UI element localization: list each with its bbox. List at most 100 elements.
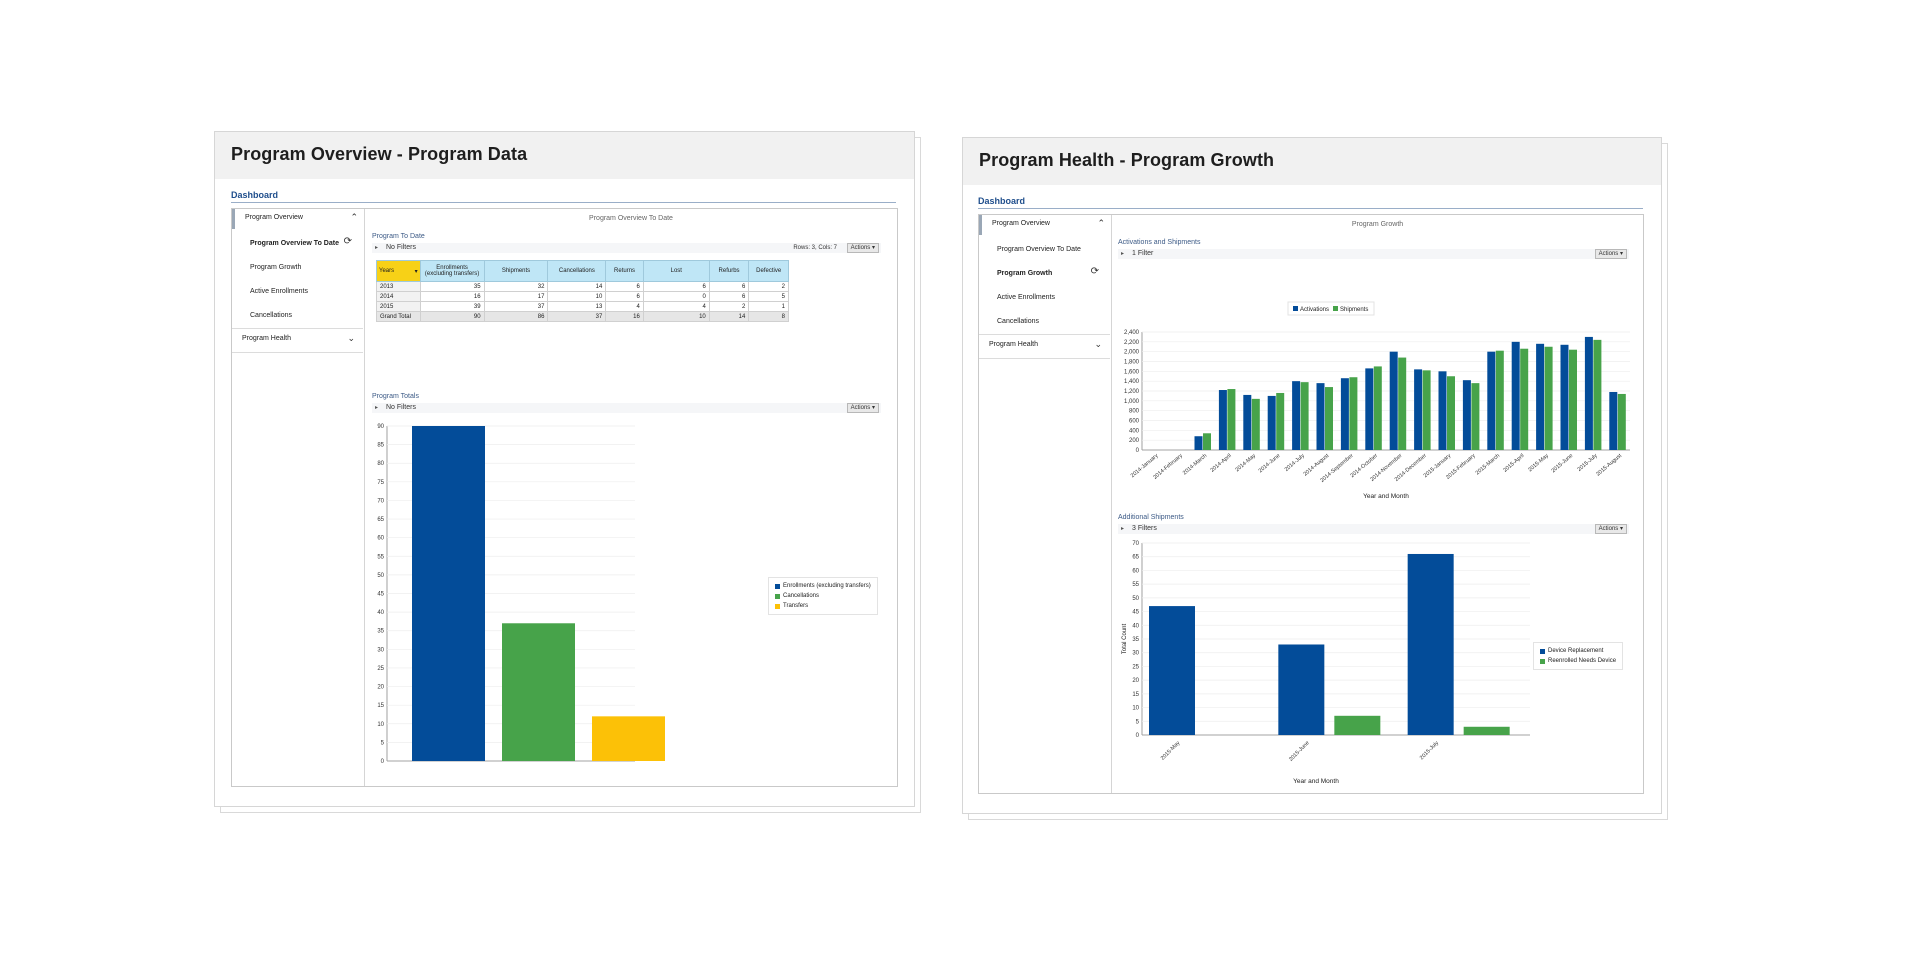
- y-tick-label: 2,200: [1124, 340, 1140, 346]
- sidebar-item-program-overview-to-date[interactable]: Program Overview To Date: [250, 240, 339, 247]
- legend-label: Enrollments (excluding transfers): [783, 583, 871, 589]
- dashboard-link[interactable]: Dashboard: [231, 190, 279, 200]
- sidebar-item-program-overview-to-date[interactable]: Program Overview To Date: [997, 246, 1081, 253]
- filter-bar[interactable]: ▸ 1 Filter Actions ▾: [1118, 249, 1629, 259]
- x-tick-label: 2014-April: [1210, 453, 1233, 474]
- column-header-defective[interactable]: Defective: [748, 260, 789, 282]
- column-header-enrollments[interactable]: Enrollments (excluding transfers): [419, 260, 485, 282]
- legend-label: Shipments: [1340, 307, 1368, 313]
- dashboard-divider: [231, 202, 896, 203]
- filter-bar[interactable]: ▸ No Filters Rows: 3, Cols: 7 Actions ▾: [372, 243, 881, 253]
- table-cell: 10: [642, 311, 710, 322]
- y-axis-title: Total Count: [1122, 623, 1128, 654]
- x-tick-label: 2015-June: [1551, 453, 1575, 474]
- actions-button[interactable]: Actions ▾: [1594, 249, 1627, 259]
- bar: [1340, 378, 1349, 450]
- bar: [1511, 341, 1520, 450]
- bar: [1520, 348, 1529, 450]
- table-cell: 14: [708, 311, 750, 322]
- filter-bar[interactable]: ▸ 3 Filters Actions ▾: [1118, 524, 1629, 534]
- sidebar-section-program-overview[interactable]: Program Overview ⌃: [979, 215, 1113, 235]
- sidebar-item-active-enrollments[interactable]: Active Enrollments: [250, 288, 308, 295]
- bar: [1462, 380, 1471, 450]
- table-cell: 6: [708, 281, 750, 292]
- chevron-down-icon[interactable]: ⌄: [347, 333, 355, 343]
- table-cell: 6: [642, 281, 710, 292]
- column-header-cancellations[interactable]: Cancellations: [547, 260, 607, 282]
- sidebar-item-program-growth[interactable]: Program Growth: [250, 264, 302, 271]
- sidebar-item-active-enrollments[interactable]: Active Enrollments: [997, 294, 1055, 301]
- column-header-lost[interactable]: Lost: [642, 260, 710, 282]
- bar: [1243, 394, 1252, 450]
- grand-total-row: Grand Total 90 86 37 16 10 14 8: [376, 311, 789, 322]
- refresh-icon[interactable]: ⟳: [1090, 266, 1099, 277]
- y-tick-label: 1,000: [1124, 399, 1140, 405]
- table-cell: 37: [547, 311, 607, 322]
- sidebar-section-program-health[interactable]: Program Health ⌄: [979, 336, 1110, 356]
- actions-label: Actions: [850, 245, 871, 251]
- program-totals-chart: 0 5 10 15 20 25 30 35 40 45 50 55 60 65 70 75 80 85 90: [377, 424, 665, 765]
- table-cell: 2013: [376, 281, 421, 292]
- actions-button[interactable]: Actions ▾: [846, 243, 879, 253]
- bar: [1471, 383, 1480, 450]
- bar: [1227, 389, 1236, 450]
- x-tick-label: 2015-August: [1595, 453, 1623, 478]
- table-cell: 13: [547, 301, 607, 312]
- sidebar-item-program-growth[interactable]: Program Growth: [997, 270, 1053, 277]
- main-panel: Program Overview To Date Program To Date…: [365, 209, 897, 786]
- expand-arrow-icon[interactable]: ▸: [1121, 251, 1125, 257]
- y-tick-label: 70: [1132, 541, 1139, 547]
- y-tick-label: 90: [377, 424, 384, 430]
- chart-legend: Device Replacement Reenrolled Needs Devi…: [1533, 642, 1624, 670]
- panel-title: Program Growth: [1351, 221, 1404, 228]
- y-tick-label: 15: [377, 703, 384, 709]
- actions-button[interactable]: Actions ▾: [1594, 524, 1627, 534]
- table-cell: 2014: [376, 291, 421, 302]
- bar: [1389, 351, 1398, 450]
- card-header: Program Overview - Program Data: [215, 132, 914, 179]
- expand-arrow-icon[interactable]: ▸: [1121, 526, 1125, 532]
- refresh-icon[interactable]: ⟳: [343, 236, 352, 247]
- y-tick-label: 0: [381, 759, 385, 765]
- expand-arrow-icon[interactable]: ▸: [375, 245, 379, 251]
- column-header-returns[interactable]: Returns: [605, 260, 644, 282]
- y-tick-label: 35: [1132, 637, 1139, 643]
- table-header-row: Years ▾ Enrollments (excluding transfers…: [376, 260, 789, 282]
- y-tick-label: 1,800: [1124, 360, 1140, 366]
- rows-cols-count: Rows: 3, Cols: 7: [793, 245, 837, 251]
- table-row: 2013 35 32 14 6 6 6 2: [376, 281, 789, 292]
- column-header-years[interactable]: Years ▾: [376, 260, 421, 282]
- bar: [1373, 366, 1382, 450]
- bar: [502, 623, 575, 761]
- actions-label: Actions: [850, 405, 871, 411]
- sidebar-section-program-overview[interactable]: Program Overview ⌃: [232, 209, 366, 229]
- column-header-shipments[interactable]: Shipments: [483, 260, 549, 282]
- chevron-up-icon[interactable]: ⌃: [350, 212, 358, 222]
- actions-button[interactable]: Actions ▾: [846, 403, 879, 413]
- table-cell: 14: [547, 281, 607, 292]
- y-tick-label: 10: [1132, 706, 1139, 712]
- legend-swatch: [775, 603, 780, 609]
- bar: [1365, 368, 1374, 450]
- bar: [1194, 436, 1203, 450]
- x-tick-label: 2015-March: [1475, 453, 1501, 476]
- sidebar-divider: [979, 358, 1110, 359]
- chevron-up-icon[interactable]: ⌃: [1097, 218, 1105, 228]
- dashboard-link[interactable]: Dashboard: [978, 196, 1026, 206]
- column-header-refurbs[interactable]: Refurbs: [708, 260, 750, 282]
- sidebar-item-cancellations[interactable]: Cancellations: [250, 312, 293, 319]
- dashboard-frame: Program Overview ⌃ Program Overview To D…: [231, 208, 898, 787]
- legend-item: Enrollments (excluding transfers): [775, 581, 871, 591]
- y-tick-label: 35: [377, 629, 384, 635]
- bar: [1203, 433, 1211, 450]
- bar: [1316, 383, 1325, 450]
- y-tick-label: 30: [1132, 651, 1139, 657]
- table-cell: 5: [748, 291, 789, 302]
- filter-bar[interactable]: ▸ No Filters Actions ▾: [372, 403, 881, 413]
- expand-arrow-icon[interactable]: ▸: [375, 405, 379, 411]
- sidebar-item-cancellations[interactable]: Cancellations: [997, 318, 1040, 325]
- sidebar-section-program-health[interactable]: Program Health ⌄: [232, 330, 363, 350]
- legend-label: Activations: [1300, 307, 1329, 313]
- actions-label: Actions: [1598, 251, 1619, 257]
- chevron-down-icon[interactable]: ⌄: [1094, 339, 1102, 349]
